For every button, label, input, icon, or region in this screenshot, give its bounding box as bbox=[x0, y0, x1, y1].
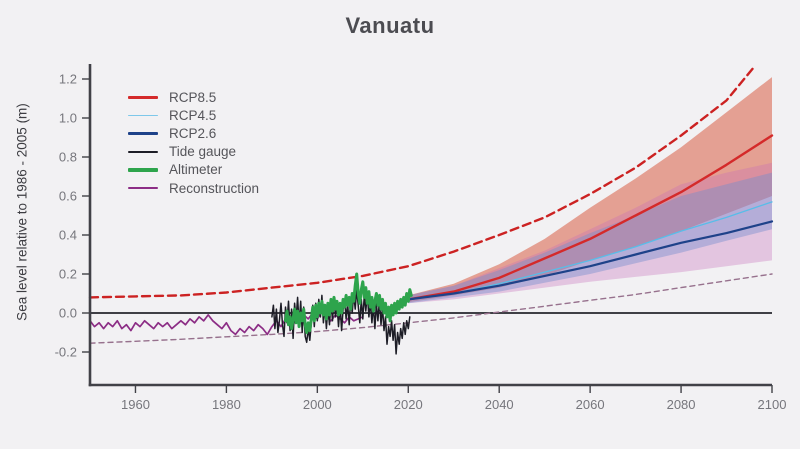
rcp85-line-swatch bbox=[128, 95, 158, 99]
altimeter-series bbox=[284, 272, 413, 334]
rcp85-median-line bbox=[407, 134, 774, 301]
rcp85-range-band bbox=[408, 77, 772, 303]
x-tick-label: 2080 bbox=[667, 397, 696, 412]
reconstruction-line-swatch bbox=[128, 186, 158, 190]
y-tick-label: 0.0 bbox=[59, 306, 77, 321]
legend-item-rcp26: RCP2.6 bbox=[128, 124, 259, 142]
high-end-dashed-line bbox=[88, 66, 755, 299]
y-tick-label: 1.2 bbox=[59, 72, 77, 87]
legend-item-tide-gauge: Tide gauge bbox=[128, 143, 259, 161]
y-tick-label: 0.2 bbox=[59, 267, 77, 282]
x-tick-label: 2020 bbox=[394, 397, 423, 412]
x-tick-label: 1980 bbox=[212, 397, 241, 412]
legend-item-altimeter: Altimeter bbox=[128, 161, 259, 179]
legend-label: RCP2.6 bbox=[169, 125, 217, 141]
low-end-dashed-line bbox=[89, 273, 773, 344]
legend-label: RCP8.5 bbox=[169, 89, 217, 105]
tide-gauge-series bbox=[271, 288, 411, 355]
rcp26-range-band bbox=[408, 162, 772, 304]
y-tick-label: 0.6 bbox=[59, 189, 77, 204]
rcp26-median-line bbox=[407, 220, 774, 301]
x-tick-label: 2060 bbox=[576, 397, 605, 412]
x-tick-label: 1960 bbox=[121, 397, 150, 412]
tide-gauge-line-swatch bbox=[128, 150, 158, 153]
y-tick-label: 0.8 bbox=[59, 150, 77, 165]
x-tick-label: 2040 bbox=[485, 397, 514, 412]
legend-label: Tide gauge bbox=[169, 144, 237, 160]
legend-label: RCP4.5 bbox=[169, 107, 217, 123]
x-tick-label: 2100 bbox=[758, 397, 787, 412]
legend-item-rcp85: RCP8.5 bbox=[128, 88, 259, 106]
legend-label: Altimeter bbox=[169, 162, 223, 178]
y-tick-label: 1.0 bbox=[59, 111, 77, 126]
chart-title: Vanuatu bbox=[345, 13, 435, 38]
altimeter-line-swatch bbox=[128, 168, 158, 172]
legend-item-reconstruction: Reconstruction bbox=[128, 179, 259, 197]
legend-label: Reconstruction bbox=[169, 180, 260, 196]
x-tick-label: 2000 bbox=[303, 397, 332, 412]
rcp45-line-swatch bbox=[128, 114, 158, 117]
legend-item-rcp45: RCP4.5 bbox=[128, 106, 259, 124]
y-tick-label: 0.4 bbox=[59, 228, 77, 243]
chart-legend: RCP8.5 RCP4.5 RCP2.6 Tide gauge Altimete… bbox=[128, 88, 259, 197]
rcp26-line-swatch bbox=[128, 132, 158, 135]
y-tick-label: -0.2 bbox=[55, 345, 77, 360]
